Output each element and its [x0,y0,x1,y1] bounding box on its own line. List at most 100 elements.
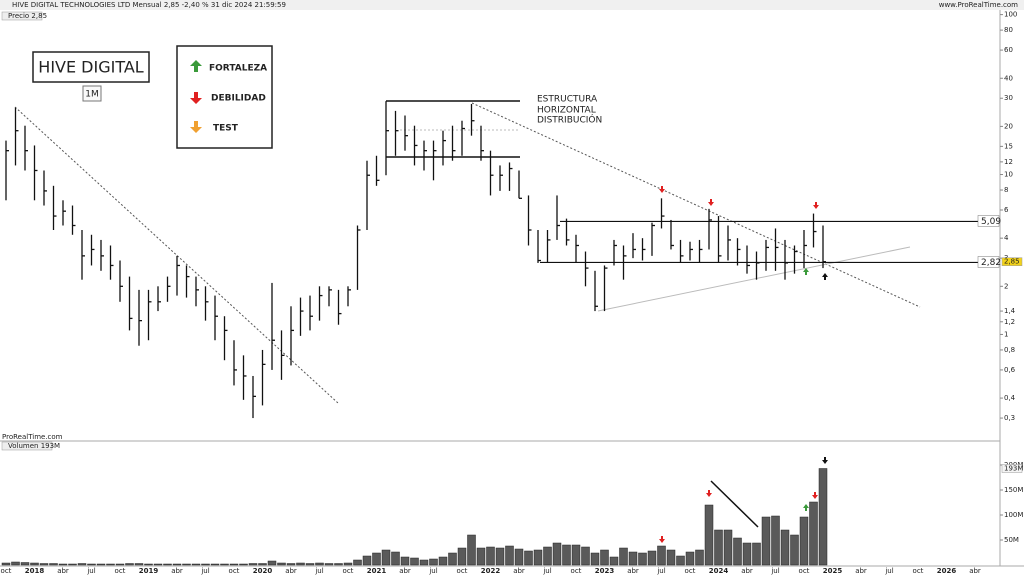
volume-bar [20,562,30,566]
y-tick-label: 60 [1004,46,1013,54]
volume-bar [533,549,543,566]
x-tick-label: 2019 [139,567,159,575]
y-tick-label: 10 [1004,171,1013,179]
level-box [977,256,1000,268]
volume-bar [343,562,353,566]
x-tick-label: 2025 [823,567,843,575]
volume-bar [448,552,457,566]
legend-box [176,45,273,149]
volume-bar [400,556,410,566]
volume-bar [742,542,752,566]
x-tick-label: 2022 [481,567,501,575]
volume-bar [1,562,11,566]
y-tick-label: 100 [1004,11,1017,19]
volume-bar [647,550,657,566]
volume-bar [144,563,153,566]
y-tick-label: 80 [1004,26,1013,34]
volume-bar [172,563,182,566]
volume-bar [467,534,476,566]
up-arrow [822,273,828,280]
volume-title: Volumen 193M [8,442,60,450]
volume-bar [410,557,419,566]
volume-bar [277,562,286,566]
x-tick-label: jul [428,567,437,575]
volume-bar [115,563,125,566]
volume-bar [258,563,267,566]
header-bar [0,0,1024,10]
y-tick-label: 8 [1004,186,1008,194]
volume-bar [790,534,799,566]
volume-bar [391,551,400,566]
volume-bar [58,563,68,566]
structure-text: ESTRUCTURA [537,95,598,105]
x-tick-label: abr [285,567,297,575]
volume-tag [1,441,53,451]
x-tick-label: oct [571,567,582,575]
volume-bar [248,563,258,566]
y-tick-label: 20 [1004,122,1013,130]
x-tick-label: jul [314,567,323,575]
x-tick-label: 2024 [709,567,729,575]
volume-bar [619,547,628,566]
volume-bar [134,563,144,566]
support-line [597,246,911,312]
y-tick-label: 6 [1004,206,1009,214]
x-tick-label: abr [171,567,183,575]
volume-bar [590,552,600,566]
volume-bar [324,563,334,566]
x-tick-label: abr [399,567,411,575]
x-tick-label: jul [770,567,779,575]
volume-bar [296,562,305,566]
volume-bar [752,542,761,566]
y-tick-label: 40 [1004,74,1013,82]
legend-test-arrow [190,121,202,133]
level-label: 5,09 [981,217,1001,227]
volume-bar [30,562,39,566]
volume-bar [704,504,714,566]
legend-down-arrow [190,92,202,104]
volume-bar [562,544,571,566]
x-tick-label: oct [457,567,468,575]
legend-text: TEST [213,124,239,134]
volume-bar [714,529,723,566]
value-tag [1001,257,1023,266]
legend-text: FORTALEZA [209,64,267,74]
y-tick-label: 0,8 [1004,346,1015,354]
x-tick-label: oct [685,567,696,575]
volume-bar [723,529,733,566]
x-tick-label: jul [884,567,893,575]
volume-bar [191,563,201,566]
volume-bar [657,545,666,566]
timeframe-text: 1M [85,90,99,100]
x-tick-label: abr [969,567,981,575]
volume-bar [11,561,20,566]
x-tick-label: oct [799,567,810,575]
y-tick-label: 0,3 [1004,414,1015,422]
level-box [977,215,1000,227]
y-tick-label: 4 [1004,234,1009,242]
x-tick-label: 2020 [253,567,273,575]
y-tick-label: 150M [1004,486,1023,494]
x-tick-label: oct [1,567,12,575]
volume-bar [486,546,495,566]
down-arrow [813,202,819,209]
x-tick-label: abr [627,567,639,575]
down-arrow [706,490,712,497]
down-arrow [812,492,818,499]
volume-bar [163,563,172,566]
volume-bar [476,547,486,566]
x-tick-label: abr [855,567,867,575]
header-site: www.ProRealTime.com [939,1,1018,9]
volume-bar [552,542,562,566]
x-tick-label: jul [86,567,95,575]
volume-bar [628,551,638,566]
volume-bar [543,546,552,566]
volume-bar [372,552,381,566]
volume-bar [761,516,771,566]
volume-bar [600,549,609,566]
volume-bar [315,562,324,566]
y-tick-label: 50M [1004,536,1019,544]
down-arrow [708,199,714,206]
y-tick-label: 2 [1004,282,1008,290]
